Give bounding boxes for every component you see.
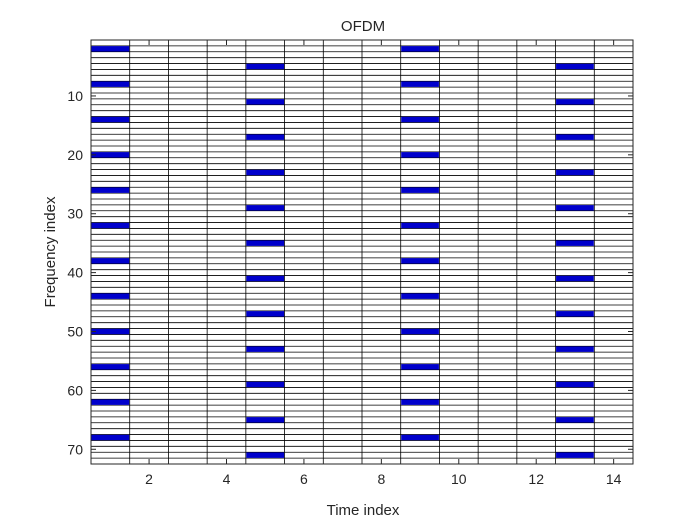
pilot-marker	[246, 346, 285, 352]
pilot-marker	[246, 205, 285, 211]
y-tick-label: 20	[67, 147, 83, 163]
pilot-marker	[556, 381, 594, 388]
y-axis-label: Frequency index	[42, 196, 59, 307]
pilot-marker	[246, 275, 285, 282]
pilot-marker	[556, 169, 594, 176]
pilot-marker	[91, 328, 130, 335]
pilot-marker	[401, 258, 439, 264]
pilot-marker	[556, 311, 594, 317]
pilot-marker	[246, 381, 285, 388]
pilot-marker	[91, 293, 130, 299]
pilot-marker	[556, 134, 594, 140]
pilot-marker	[556, 205, 594, 211]
pilot-marker	[246, 134, 285, 140]
y-tick-label: 30	[67, 206, 83, 222]
chart-title: OFDM	[341, 18, 385, 35]
pilot-marker	[401, 187, 439, 193]
pilot-marker	[556, 99, 594, 105]
pilot-marker	[91, 222, 130, 229]
y-tick-label: 40	[67, 265, 83, 281]
pilot-marker	[91, 364, 130, 370]
pilot-marker	[401, 81, 439, 87]
pilot-marker	[401, 293, 439, 299]
pilot-marker	[401, 152, 439, 158]
pilot-marker	[91, 152, 130, 158]
pilot-marker	[401, 222, 439, 229]
y-tick-label: 70	[67, 441, 83, 457]
y-tick-label: 60	[67, 382, 83, 398]
pilot-marker	[401, 399, 439, 405]
pilot-marker	[246, 311, 285, 317]
plot-area: 2 4 6 8 10 12 14 10 20 30 40 50 60 70	[67, 39, 634, 487]
y-tick-label: 50	[67, 324, 83, 340]
pilot-marker	[246, 99, 285, 105]
y-tick-label: 10	[67, 88, 83, 104]
pilot-marker	[401, 364, 439, 370]
pilot-marker	[91, 187, 130, 193]
x-tick-label: 12	[528, 471, 544, 487]
x-tick-label: 14	[606, 471, 622, 487]
pilot-marker	[556, 275, 594, 282]
pilot-marker	[246, 452, 285, 458]
x-tick-label: 6	[300, 471, 308, 487]
pilot-marker	[246, 63, 285, 70]
pilot-marker	[401, 434, 439, 441]
pilot-marker	[91, 116, 130, 123]
pilot-marker	[91, 399, 130, 405]
pilot-marker	[401, 46, 439, 52]
pilot-marker	[401, 328, 439, 335]
axes-frame	[90, 39, 634, 465]
pilot-marker	[556, 346, 594, 352]
pilot-marker	[246, 240, 285, 246]
pilot-marker	[246, 169, 285, 176]
pilot-marker	[91, 434, 130, 441]
pilot-marker	[246, 417, 285, 423]
x-tick-label: 8	[377, 471, 385, 487]
pilot-marker	[556, 240, 594, 246]
pilot-marker	[401, 116, 439, 123]
pilot-marker	[91, 81, 130, 87]
pilot-marker	[556, 63, 594, 70]
x-tick-label: 2	[145, 471, 153, 487]
pilot-marker	[91, 46, 130, 52]
pilot-marker	[91, 258, 130, 264]
pilot-marker	[556, 452, 594, 458]
x-tick-label: 4	[223, 471, 231, 487]
pilot-marker	[556, 417, 594, 423]
x-axis-label: Time index	[327, 502, 400, 519]
x-tick-label: 10	[451, 471, 467, 487]
